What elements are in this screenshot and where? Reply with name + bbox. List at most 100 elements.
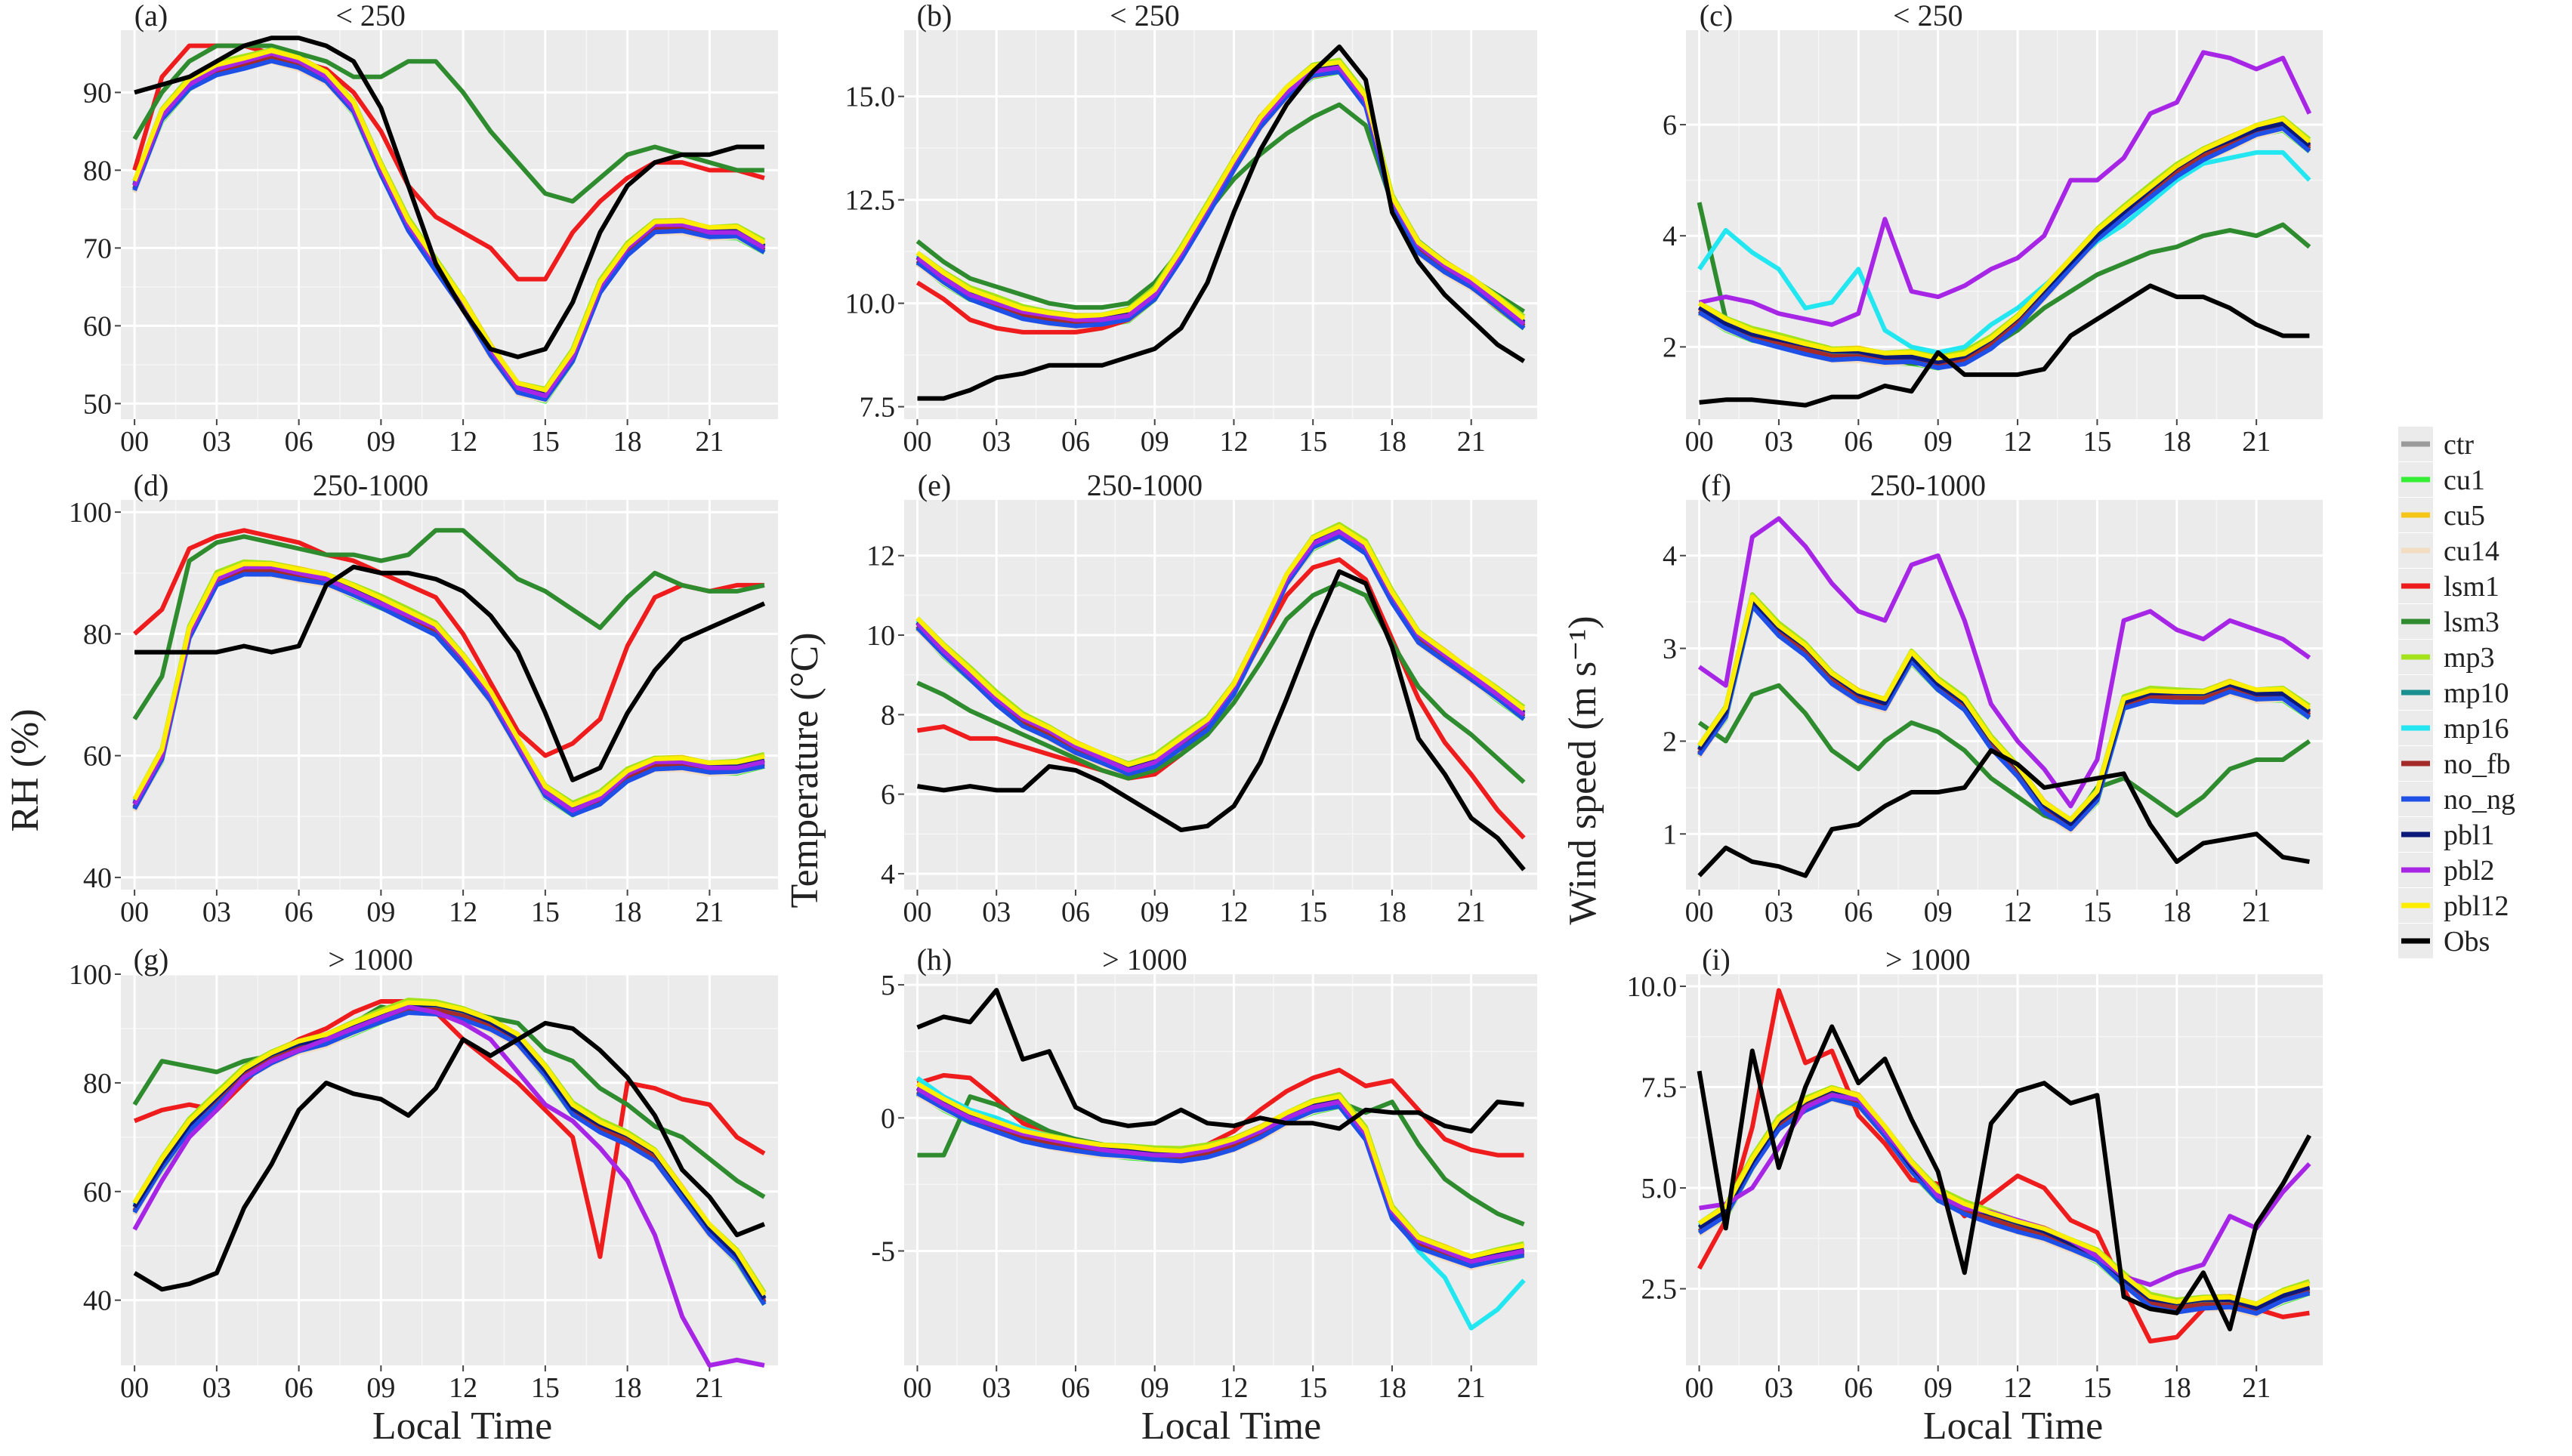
x-tick-label: 09: [1924, 896, 1953, 928]
y-tick-label: 6: [1663, 110, 1677, 141]
panel-title: < 250: [1110, 0, 1180, 32]
panel-title: > 1000: [1885, 942, 1971, 976]
series-line-mp16: [1697, 150, 2311, 355]
x-tick-label: 15: [2083, 1372, 2111, 1404]
x-tick-label: 12: [1219, 896, 1248, 928]
x-tick-label: 09: [1141, 426, 1169, 458]
x-tick-label: 09: [366, 426, 395, 458]
panel-title: < 250: [1893, 0, 1963, 32]
series-line-pbl12: [915, 60, 1526, 321]
series-line-Obs: [133, 1020, 766, 1292]
x-tick-label: 00: [903, 1372, 931, 1404]
legend-label-no_ng: no_ng: [2444, 784, 2515, 816]
x-tick-label: 03: [1765, 896, 1793, 928]
x-tick-label: 00: [903, 426, 931, 458]
series-line-lsm3: [132, 528, 765, 720]
series-line-no_ng: [1697, 603, 2311, 831]
x-tick-label: 03: [982, 896, 1011, 928]
panel-e: 00 03 06 09 12 15 18 21 4 6 8 10 12 (e) 250-1000: [866, 468, 1537, 928]
x-tick-label: 21: [695, 1372, 724, 1404]
x-tick-label: 18: [1378, 1372, 1406, 1404]
x-tick-label: 00: [120, 426, 149, 458]
y-tick-label: 5.0: [1641, 1173, 1678, 1205]
y-tick-label: 0: [881, 1103, 895, 1134]
x-tick-label: 03: [1765, 426, 1793, 458]
x-tick-label: 03: [982, 426, 1011, 458]
x-tick-label: 03: [202, 1372, 231, 1404]
series-line-pbl12: [915, 524, 1526, 767]
x-tick-label: 18: [613, 1372, 642, 1404]
legend-label-lsm3: lsm3: [2444, 606, 2499, 638]
xlabel-local-time-3: Local Time: [1923, 1405, 2103, 1448]
plot-background: [1686, 30, 2323, 419]
x-tick-label: 18: [2163, 896, 2191, 928]
y-tick-label: -5: [871, 1235, 895, 1267]
x-tick-label: 18: [2163, 426, 2191, 458]
x-tick-label: 12: [2003, 896, 2032, 928]
panel-title: 250-1000: [1087, 468, 1203, 502]
series-line-pbl12: [1698, 116, 2311, 361]
plot-background: [904, 974, 1537, 1365]
y-tick-label: 60: [83, 741, 112, 773]
series-line-Obs: [1697, 1024, 2312, 1331]
y-tick-label: 80: [83, 155, 112, 187]
series-line-pbl2: [1698, 50, 2312, 327]
series-line-lsm1: [133, 999, 766, 1260]
y-tick-label: 60: [83, 310, 112, 342]
panel-label: (f): [1701, 468, 1731, 502]
y-tick-label: 12.5: [845, 185, 896, 217]
series-line-Obs: [916, 988, 1524, 1134]
panel-i: 00 03 06 09 12 15 18 21 2.5 5.0 7.5 10.0 (i) > 1000: [1627, 942, 2323, 1404]
series-line-Obs: [134, 35, 764, 359]
x-tick-label: 15: [1298, 1372, 1327, 1404]
x-tick-label: 00: [1685, 426, 1714, 458]
panel-a: 00 03 06 09 12 15 18 21 50 60 70 80 90 (a) < 250: [83, 0, 778, 458]
y-tick-label: 4: [881, 859, 895, 890]
x-tick-label: 18: [613, 896, 642, 928]
legend-label-pbl2: pbl2: [2444, 855, 2495, 887]
y-tick-label: 4: [1663, 541, 1677, 572]
x-tick-label: 15: [2083, 426, 2111, 458]
panel-title: 250-1000: [1870, 468, 1986, 502]
panel-label: (g): [134, 942, 169, 976]
y-tick-label: 2: [1663, 332, 1677, 363]
y-tick-label: 10.0: [1627, 971, 1678, 1003]
series-line-Obs: [134, 564, 766, 782]
x-tick-label: 06: [1061, 1372, 1090, 1404]
x-tick-label: 00: [1685, 896, 1714, 928]
panel-label: (b): [917, 0, 953, 32]
x-tick-label: 21: [1457, 1372, 1486, 1404]
legend-label-no_fb: no_fb: [2444, 748, 2511, 780]
x-tick-label: 03: [1765, 1372, 1793, 1404]
y-tick-label: 5: [881, 970, 895, 1001]
panel-h: 00 03 06 09 12 15 18 21 -5 0 5 (h) > 1000: [871, 942, 1537, 1404]
y-tick-label: 90: [83, 77, 112, 109]
x-tick-label: 21: [1457, 426, 1486, 458]
x-tick-label: 18: [1378, 896, 1406, 928]
y-tick-label: 1: [1663, 819, 1677, 850]
panel-label: (c): [1700, 0, 1733, 32]
xlabel-local-time-1: Local Time: [372, 1405, 552, 1448]
ylabel-temperature: Temperature (°C): [783, 632, 826, 908]
series-line-Obs: [917, 44, 1526, 401]
plot-background: [904, 30, 1537, 419]
panel-label: (i): [1702, 942, 1731, 976]
legend-label-pbl12: pbl12: [2444, 890, 2509, 922]
ylabel-rh: RH (%): [4, 708, 47, 831]
legend-label-pbl1: pbl1: [2444, 819, 2495, 851]
series-line-pbl12: [132, 1000, 767, 1297]
series-line-lsm3: [916, 581, 1526, 785]
x-tick-label: 06: [1844, 426, 1873, 458]
x-tick-label: 12: [1219, 1372, 1248, 1404]
series-line-pbl12: [132, 48, 766, 393]
series-line-no_fb: [1698, 125, 2311, 368]
series-line-no_fb: [1697, 1092, 2311, 1315]
x-tick-label: 15: [1298, 426, 1327, 458]
panel-title: < 250: [335, 0, 406, 32]
x-tick-label: 06: [285, 896, 313, 928]
x-tick-label: 06: [1844, 1372, 1873, 1404]
x-tick-label: 21: [695, 896, 724, 928]
